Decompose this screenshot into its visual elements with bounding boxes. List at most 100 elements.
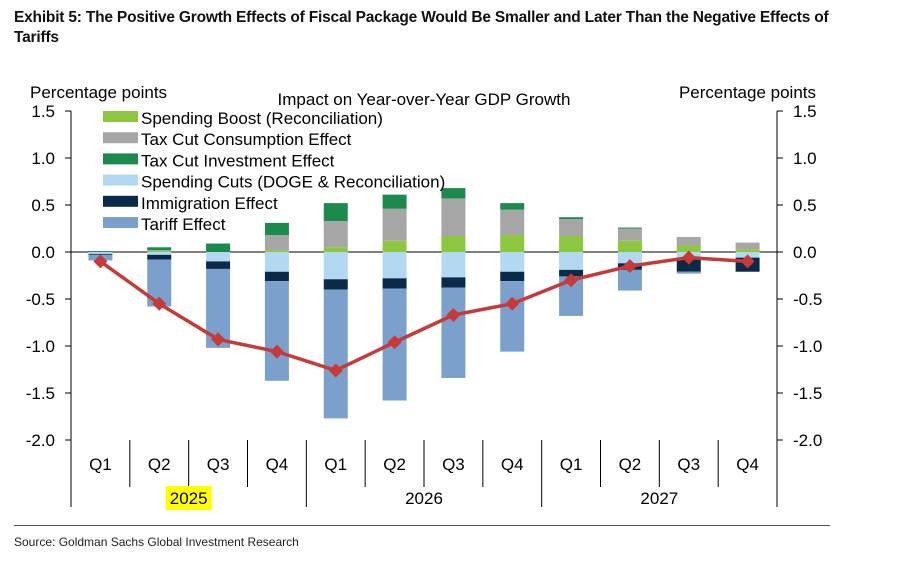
legend-swatch xyxy=(103,174,138,186)
net-effect-marker xyxy=(328,363,343,378)
y-tick-label-left: -1.5 xyxy=(26,384,55,403)
bar-segment xyxy=(441,236,466,252)
chart-title: Impact on Year-over-Year GDP Growth xyxy=(278,90,571,109)
bar-segment xyxy=(323,252,348,280)
x-tick-label: Q3 xyxy=(207,455,230,474)
bar-segment xyxy=(88,251,113,252)
legend-label: Tariff Effect xyxy=(141,215,226,234)
bar-segment xyxy=(147,251,172,252)
bar-segment xyxy=(206,261,231,269)
y-tick-label-right: 0.0 xyxy=(793,243,817,262)
bar-segment xyxy=(441,198,466,237)
x-tick-label: Q3 xyxy=(677,455,700,474)
net-effect-marker xyxy=(387,335,402,350)
bar-segment xyxy=(441,252,466,278)
bar-segment xyxy=(559,252,584,270)
year-label: 2025 xyxy=(170,489,208,508)
legend-label: Tax Cut Investment Effect xyxy=(141,151,335,170)
bar-segment xyxy=(500,252,525,272)
y-tick-label-left: -0.5 xyxy=(26,290,55,309)
net-effect-marker xyxy=(681,250,696,265)
bar-segment xyxy=(500,281,525,352)
net-effect-marker xyxy=(740,254,755,269)
bar-segment xyxy=(559,219,584,237)
year-label: 2026 xyxy=(405,489,443,508)
year-highlight xyxy=(165,486,212,510)
bar-segment xyxy=(500,209,525,236)
bar-segment xyxy=(441,287,466,378)
bar-segment xyxy=(559,217,584,220)
bar-segment xyxy=(617,240,642,252)
bar-segment xyxy=(88,253,113,255)
x-tick-label: Q4 xyxy=(266,455,289,474)
y-tick-label-right: 1.0 xyxy=(793,149,817,168)
legend-label: Spending Boost (Reconciliation) xyxy=(141,109,383,128)
x-tick-label: Q1 xyxy=(560,455,583,474)
bar-segment xyxy=(382,252,407,279)
y-tick-label-left: 1.5 xyxy=(31,102,55,121)
legend-swatch xyxy=(103,132,138,144)
x-tick-label: Q2 xyxy=(148,455,171,474)
bar-segment xyxy=(147,252,172,255)
y-tick-label-right: -1.0 xyxy=(793,337,822,356)
net-effect-marker xyxy=(446,307,461,322)
bar-segment xyxy=(323,203,348,221)
y-tick-label-left: 0.5 xyxy=(31,196,55,215)
bar-segment xyxy=(147,254,172,260)
bar-segment xyxy=(382,208,407,241)
bar-segment xyxy=(676,257,701,272)
bar-segment xyxy=(88,252,113,254)
net-effect-marker xyxy=(505,296,520,311)
bar-segment xyxy=(382,278,407,289)
bar-segment xyxy=(617,269,642,291)
bar-segment xyxy=(500,203,525,210)
bar-segment xyxy=(264,271,289,282)
bar-segment xyxy=(676,236,701,246)
bar-segment xyxy=(500,235,525,252)
x-tick-label: Q2 xyxy=(619,455,642,474)
bar-segment xyxy=(382,194,407,209)
bar-segment xyxy=(264,250,289,252)
y-tick-label-right: -0.5 xyxy=(793,290,822,309)
bar-segment xyxy=(323,220,348,248)
bar-segment xyxy=(441,188,466,199)
y-axis-title-right: Percentage points xyxy=(679,83,816,102)
bar-segment xyxy=(147,250,172,252)
net-effect-marker xyxy=(564,273,579,288)
source-note: Source: Goldman Sachs Global Investment … xyxy=(14,535,299,549)
bar-segment xyxy=(559,236,584,252)
exhibit-title: Exhibit 5: The Positive Growth Effects o… xyxy=(14,9,829,46)
net-effect-marker xyxy=(269,344,284,359)
net-effect-marker xyxy=(152,296,167,311)
x-tick-label: Q3 xyxy=(442,455,465,474)
bar-segment xyxy=(382,240,407,252)
x-tick-label: Q2 xyxy=(383,455,406,474)
bar-segment xyxy=(559,269,584,277)
bar-segment xyxy=(617,252,642,264)
net-effect-marker xyxy=(211,332,226,347)
legend-label: Spending Cuts (DOGE & Reconciliation) xyxy=(141,173,445,192)
y-tick-label-left: 0.0 xyxy=(31,243,55,262)
x-tick-label: Q1 xyxy=(324,455,347,474)
bar-segment xyxy=(323,279,348,290)
bar-segment xyxy=(617,228,642,241)
y-axis-title-left: Percentage points xyxy=(30,83,167,102)
y-tick-label-left: 1.0 xyxy=(31,149,55,168)
y-tick-label-right: 1.5 xyxy=(793,102,817,121)
bar-segment xyxy=(147,247,172,251)
x-tick-label: Q4 xyxy=(736,455,759,474)
bar-segment xyxy=(264,252,289,272)
y-tick-label-left: -1.0 xyxy=(26,337,55,356)
bar-segment xyxy=(617,227,642,229)
net-effect-marker xyxy=(622,259,637,274)
bar-segment xyxy=(264,222,289,236)
y-tick-label-left: -2.0 xyxy=(26,431,55,450)
bar-segment xyxy=(735,242,760,250)
bar-segment xyxy=(206,252,231,262)
legend-swatch xyxy=(103,153,138,165)
bar-segment xyxy=(735,249,760,252)
bar-segment xyxy=(206,243,231,252)
year-label: 2027 xyxy=(640,489,678,508)
legend-swatch xyxy=(103,217,138,228)
net-effect-marker xyxy=(93,254,108,269)
